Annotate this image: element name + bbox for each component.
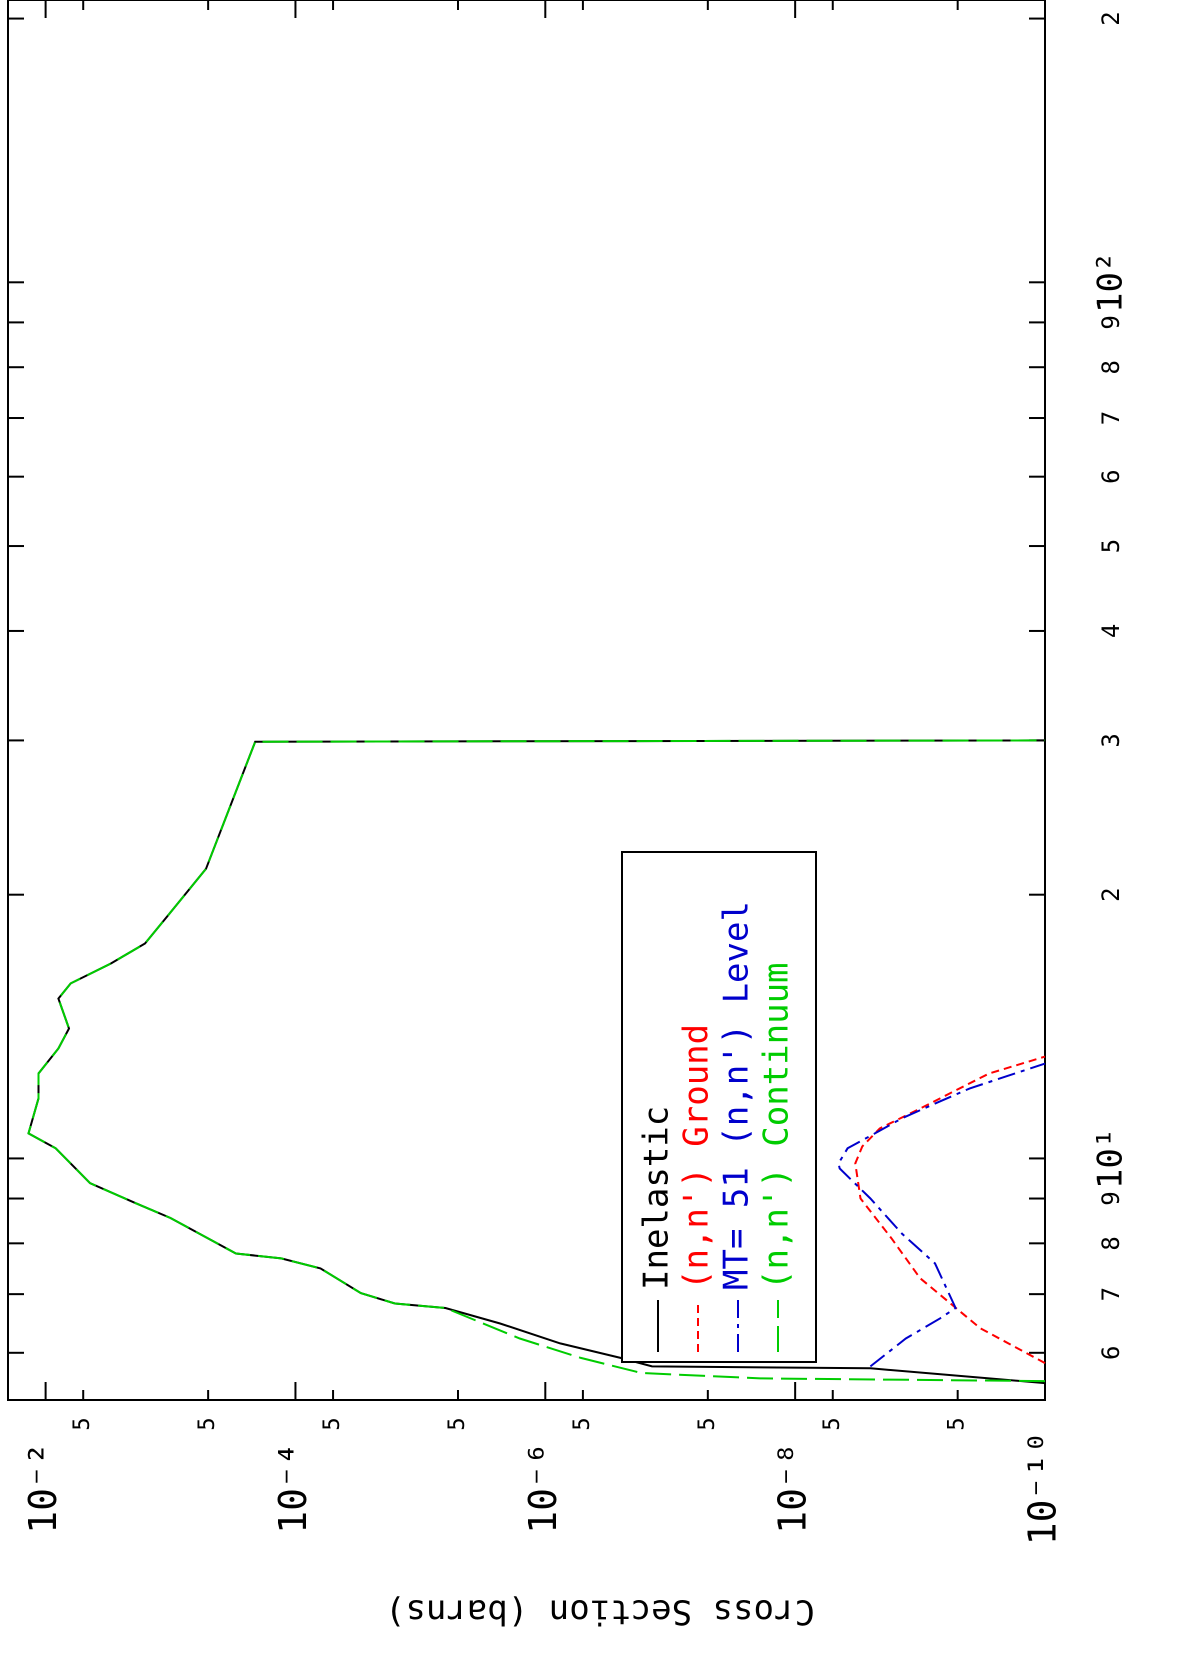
series-line — [854, 1055, 1046, 1364]
x-tick-label: 10¹ — [1091, 1128, 1131, 1189]
x-tick-label: 9 — [1097, 315, 1125, 329]
y-tick-label: 5 — [695, 1417, 720, 1430]
x-tick-label: 5 — [1097, 539, 1125, 553]
y-tick-label: 5 — [320, 1417, 345, 1430]
y-tick-label: 10⁻¹⁰ — [1021, 1431, 1065, 1545]
series-line — [27, 739, 1046, 1385]
x-tick-label: 7 — [1097, 411, 1125, 425]
series-line — [27, 739, 1046, 1383]
y-tick-label: 5 — [195, 1417, 220, 1430]
y-tick-label: 5 — [945, 1417, 970, 1430]
y-tick-label: 10⁻⁴ — [271, 1442, 315, 1534]
series-line — [837, 1062, 1046, 1368]
y-tick-label: 5 — [70, 1417, 95, 1430]
legend-label: (n,n') Ground — [677, 1024, 717, 1290]
legend-label: (n,n') Continuum — [757, 962, 797, 1290]
x-tick-label: 4 — [1097, 624, 1125, 638]
x-tick-label: 8 — [1097, 360, 1125, 374]
x-tick-label: 6 — [1097, 1346, 1125, 1360]
y-tick-label: 5 — [570, 1417, 595, 1430]
y-tick-label: 5 — [445, 1417, 470, 1430]
x-tick-label: 8 — [1097, 1236, 1125, 1250]
x-tick-label: 9 — [1097, 1191, 1125, 1205]
x-tick-label: 6 — [1097, 469, 1125, 483]
y-axis-title: Cross Section (barns) — [385, 1592, 815, 1632]
x-tick-label: 10² — [1091, 252, 1131, 313]
y-tick-label: 10⁻² — [21, 1442, 65, 1534]
legend-label: MT= 51 (n,n') Level — [717, 901, 757, 1290]
y-tick-label: 10⁻⁶ — [521, 1442, 565, 1534]
x-tick-label: 2 — [1097, 11, 1125, 25]
x-tick-label: 2 — [1097, 887, 1125, 901]
legend-box — [621, 851, 817, 1363]
x-tick-label: 3 — [1097, 733, 1125, 747]
legend-label: Inelastic — [637, 1106, 677, 1290]
y-tick-label: 10⁻⁸ — [771, 1442, 815, 1534]
x-tick-label: 7 — [1097, 1287, 1125, 1301]
plot-frame — [7, 0, 1046, 1401]
y-tick-label: 5 — [820, 1417, 845, 1430]
